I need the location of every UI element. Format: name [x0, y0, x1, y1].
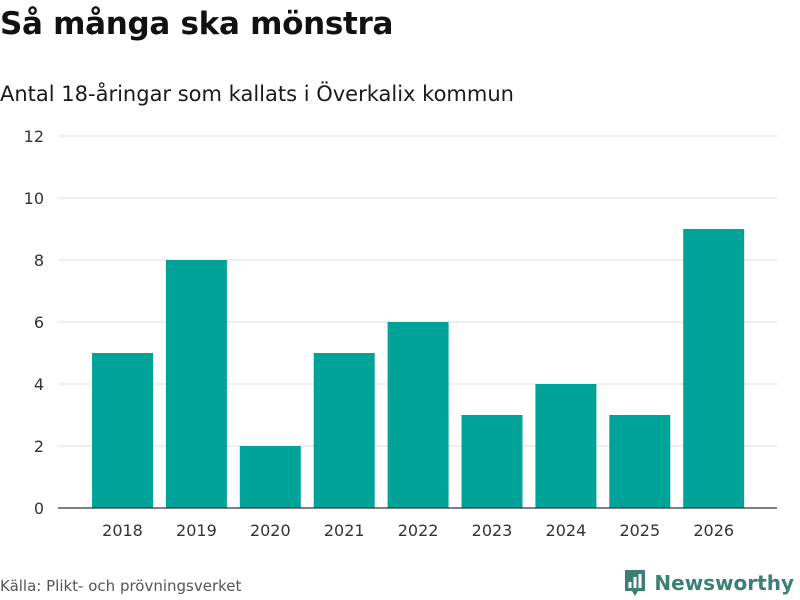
y-tick-label: 12 — [24, 127, 44, 146]
bar-2025 — [609, 415, 671, 508]
y-tick-label: 10 — [24, 189, 44, 208]
chart-title: Så många ska mönstra — [0, 6, 394, 42]
brand-logo: Newsworthy — [623, 568, 794, 598]
bar-2023 — [461, 415, 523, 508]
x-tick-label: 2020 — [250, 521, 291, 540]
x-tick-label: 2023 — [472, 521, 513, 540]
x-tick-label: 2021 — [324, 521, 365, 540]
x-tick-label: 2026 — [693, 521, 734, 540]
x-tick-label: 2022 — [398, 521, 439, 540]
y-tick-label: 4 — [34, 375, 44, 394]
x-tick-label: 2024 — [546, 521, 587, 540]
y-tick-label: 2 — [34, 437, 44, 456]
y-tick-label: 0 — [34, 499, 44, 518]
bar-2020 — [239, 446, 301, 508]
x-tick-label: 2025 — [619, 521, 660, 540]
bar-2026 — [683, 229, 745, 508]
y-tick-labels: 0 2 4 6 8 10 12 — [24, 127, 44, 518]
bar-2024 — [535, 384, 597, 508]
bar-2021 — [313, 353, 375, 508]
y-tick-label: 8 — [34, 251, 44, 270]
bar-2019 — [165, 260, 227, 508]
y-tick-label: 6 — [34, 313, 44, 332]
brand-name: Newsworthy — [654, 571, 794, 595]
x-tick-labels: 2018 2019 2020 2021 2022 2023 2024 2025 2026 — [102, 521, 734, 540]
source-note: Källa: Plikt- och prövningsverket — [0, 577, 242, 595]
bar-chart-pin-icon — [625, 570, 646, 596]
bar-2022 — [387, 322, 449, 508]
bars — [92, 229, 745, 508]
x-tick-label: 2018 — [102, 521, 143, 540]
x-tick-label: 2019 — [176, 521, 217, 540]
bar-2018 — [92, 353, 153, 508]
chart-subtitle: Antal 18-åringar som kallats i Överkalix… — [0, 82, 514, 106]
